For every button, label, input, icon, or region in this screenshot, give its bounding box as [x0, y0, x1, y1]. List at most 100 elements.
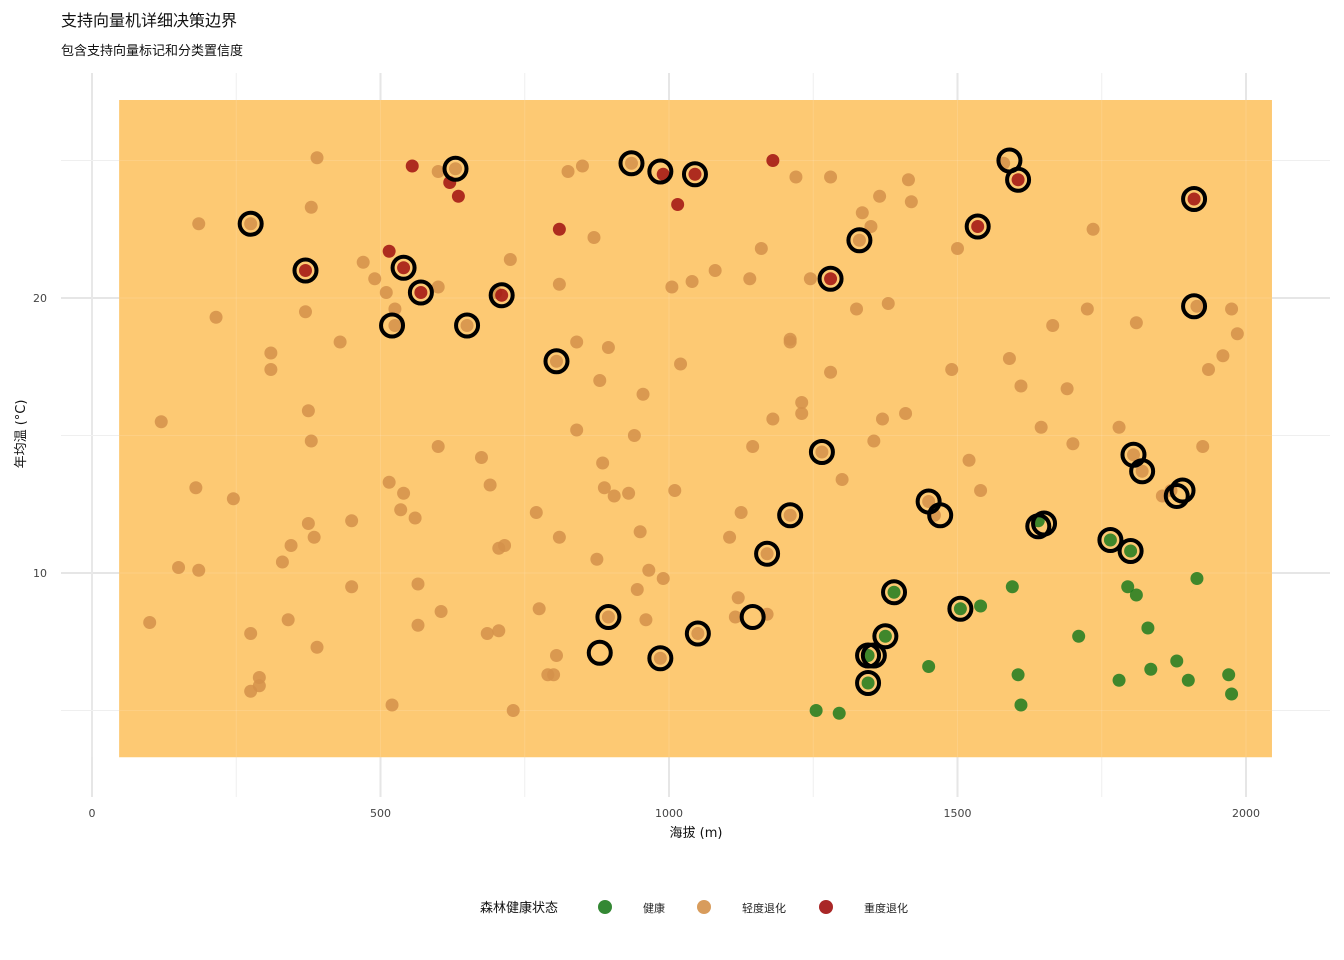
data-point	[795, 407, 809, 420]
data-point	[1201, 363, 1215, 376]
data-point	[728, 610, 742, 624]
data-point	[945, 363, 959, 376]
data-point	[760, 547, 774, 561]
data-point	[394, 503, 408, 517]
data-point	[1121, 580, 1135, 594]
support-vector-ring	[947, 595, 974, 622]
data-point	[575, 159, 589, 173]
data-point	[887, 585, 901, 599]
data-point	[411, 618, 425, 632]
data-point	[974, 484, 988, 497]
data-point	[789, 170, 803, 184]
support-vector-ring	[1129, 458, 1156, 485]
data-point	[570, 423, 584, 437]
data-point	[304, 434, 318, 448]
data-point	[1124, 544, 1138, 558]
data-point	[743, 272, 757, 286]
data-point	[974, 599, 988, 613]
data-point	[480, 627, 494, 640]
legend-label: 重度退化	[864, 901, 908, 915]
data-point	[281, 613, 295, 627]
decision-region-rect	[119, 100, 1272, 758]
data-point	[495, 288, 509, 302]
data-point	[627, 429, 641, 442]
data-point	[552, 277, 566, 291]
data-point	[899, 407, 913, 420]
data-point	[962, 453, 976, 467]
data-point	[636, 387, 650, 401]
support-vector-markers	[237, 147, 1208, 696]
data-point	[226, 492, 240, 506]
data-point	[855, 206, 869, 220]
data-point	[731, 591, 745, 605]
data-point	[671, 198, 685, 211]
data-point	[665, 280, 679, 294]
data-point	[1086, 222, 1100, 236]
x-axis-title: 海拔 (m)	[670, 826, 723, 841]
data-point	[922, 495, 936, 508]
data-point	[873, 189, 887, 203]
data-point	[639, 613, 653, 627]
data-point	[397, 486, 411, 500]
data-point	[1225, 687, 1239, 701]
data-point	[1129, 588, 1143, 602]
data-point	[824, 272, 838, 286]
data-point	[754, 242, 768, 255]
support-vector-ring	[1163, 483, 1190, 509]
data-point	[852, 233, 866, 247]
data-point	[549, 649, 563, 662]
data-point	[451, 189, 465, 203]
support-vector-ring	[808, 439, 835, 465]
data-point	[766, 412, 780, 426]
data-point	[368, 272, 382, 286]
data-point	[1216, 349, 1230, 363]
data-point	[1170, 654, 1184, 668]
data-point	[824, 365, 838, 379]
data-point	[875, 412, 889, 426]
data-point	[953, 602, 967, 616]
data-point	[1181, 673, 1195, 687]
data-point	[154, 415, 168, 429]
data-point	[431, 280, 445, 294]
data-point	[1014, 379, 1028, 393]
data-point	[408, 511, 422, 525]
support-vector-ring	[647, 645, 674, 672]
data-point	[723, 530, 737, 544]
data-point	[601, 610, 615, 624]
support-vector-ring	[1031, 510, 1058, 537]
data-point	[1046, 319, 1060, 332]
support-vector-ring	[846, 227, 873, 254]
y-axis-title: 年均温 (°C)	[14, 400, 29, 469]
data-point	[547, 668, 561, 682]
data-point	[1230, 327, 1244, 341]
data-point	[904, 195, 918, 209]
x-tick-label: 2000	[1232, 807, 1260, 820]
x-tick-label: 0	[89, 807, 96, 820]
legend-key-severe	[819, 900, 833, 914]
support-vector-ring	[1181, 293, 1208, 320]
data-point	[624, 156, 638, 170]
data-point	[382, 244, 396, 258]
data-point	[192, 563, 206, 577]
data-point	[405, 159, 419, 173]
data-point	[861, 676, 875, 690]
data-point	[688, 167, 702, 181]
data-point	[630, 583, 644, 596]
data-point	[656, 167, 670, 181]
legend-key-healthy	[598, 900, 612, 914]
data-point	[668, 484, 682, 497]
data-point	[971, 220, 985, 233]
data-point	[244, 627, 258, 640]
y-tick-label: 20	[33, 292, 47, 305]
data-point	[597, 481, 611, 495]
data-point	[1190, 299, 1204, 313]
support-vector-ring	[684, 620, 711, 647]
data-point	[1072, 629, 1086, 643]
data-point	[570, 335, 584, 349]
data-point	[483, 478, 497, 492]
data-point	[298, 264, 312, 277]
support-vector-ring	[488, 282, 515, 309]
data-point	[411, 577, 425, 591]
data-point	[397, 261, 411, 275]
legend: 森林健康状态 健康 轻度退化 重度退化	[480, 900, 908, 916]
